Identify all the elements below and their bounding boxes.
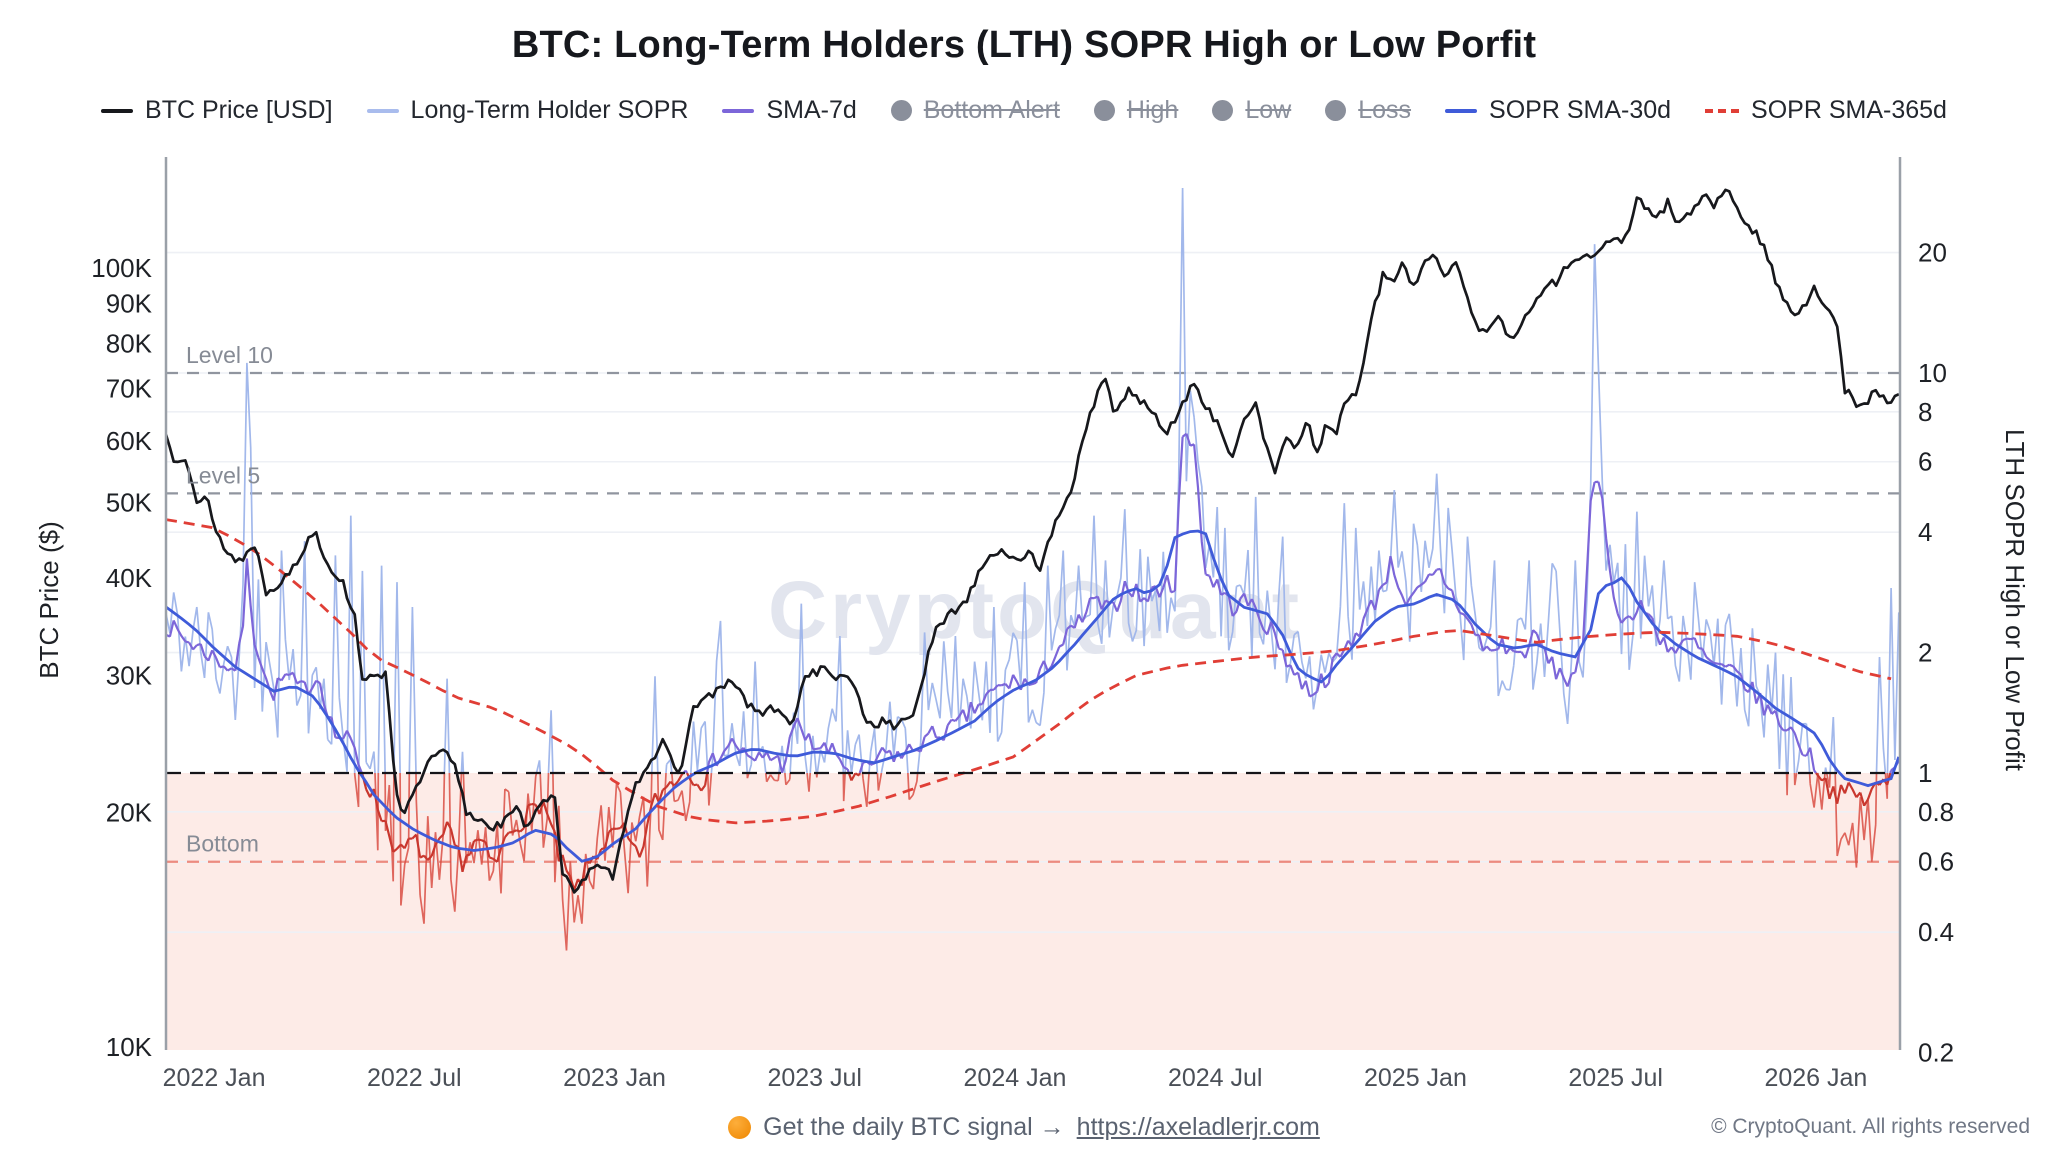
left-axis-tick: 10K [106, 1032, 153, 1062]
left-axis-tick: 100K [91, 253, 152, 283]
right-axis-tick: 2 [1918, 638, 1932, 668]
series-lth-sopr-loss [353, 772, 1889, 951]
series-sopr-sma30 [166, 529, 1900, 863]
series-sma7 [166, 432, 1900, 774]
legend-label: BTC Price [USD] [145, 96, 333, 124]
annotation-label: Level 5 [186, 462, 260, 488]
left-axis-tick: 60K [106, 426, 153, 456]
signal-link[interactable]: https://axeladlerjr.com [1076, 1113, 1320, 1141]
legend-label: Low [1245, 96, 1292, 124]
series-btc-price [166, 188, 1900, 894]
left-axis-tick: 40K [106, 563, 153, 593]
orange-dot-icon [728, 1116, 752, 1139]
legend-label: SMA-7d [766, 96, 857, 124]
right-axis-title: LTH SOPR High or Low Profit [2000, 429, 2030, 772]
legend-line-icon [101, 108, 134, 113]
legend-label: Bottom Alert [923, 96, 1060, 124]
legend-line-icon [366, 108, 399, 113]
gridlines [166, 251, 1900, 933]
legend-label: High [1126, 96, 1179, 124]
page-title: BTC: Long-Term Holders (LTH) SOPR High o… [511, 24, 1537, 66]
x-axis-tick: 2025 Jan [1364, 1064, 1467, 1092]
annotation-label: Level 10 [186, 342, 273, 368]
x-axis-tick: 2022 Jul [367, 1064, 462, 1092]
right-axis-tick: 0.2 [1918, 1038, 1954, 1068]
right-axis-tick: 8 [1918, 397, 1932, 427]
annotation-lines [166, 371, 1900, 863]
footer-signal: Get the daily BTC signal → https://axela… [0, 1113, 2048, 1142]
legend-disabled-dot-icon [1325, 100, 1347, 121]
legend-item-sopr-sma-30d[interactable]: SOPR SMA-30d [1445, 96, 1671, 125]
x-axis-tick: 2024 Jul [1168, 1064, 1263, 1092]
legend-item-bottom-alert[interactable]: Bottom Alert [890, 96, 1060, 125]
right-axis-tick: 10 [1918, 358, 1947, 388]
loss-zone-rect [166, 773, 1900, 1050]
series-sopr-sma365 [166, 518, 1892, 825]
right-axis-tick: 1 [1918, 758, 1932, 788]
legend-label: SOPR SMA-30d [1489, 96, 1672, 124]
left-axis-tick: 30K [106, 660, 153, 690]
right-axis-tick: 20 [1918, 238, 1947, 268]
loss-zone [166, 773, 1900, 1050]
legend-disabled-dot-icon [890, 100, 912, 121]
right-axis-ticks: 20 10 8 6 4 2 1 0.8 0.6 0.4 0.2 [1918, 238, 1954, 1068]
left-axis-tick: 20K [106, 797, 153, 827]
left-axis-tick: 70K [106, 374, 153, 404]
x-axis-tick: 2023 Jul [767, 1064, 862, 1092]
left-axis-tick: 50K [106, 488, 153, 518]
legend-label: SOPR SMA-365d [1751, 96, 1947, 124]
annotation-label: Bottom [186, 831, 259, 857]
left-axis-title: BTC Price ($) [34, 521, 64, 678]
right-axis-tick: 6 [1918, 447, 1932, 477]
legend-line-icon [1705, 108, 1740, 113]
legend-line-icon [1445, 108, 1478, 113]
x-axis-ticks: 2022 Jan 2022 Jul 2023 Jan 2023 Jul 2024 Jan… [163, 1064, 1868, 1092]
x-axis-tick: 2026 Jan [1764, 1064, 1867, 1092]
right-axis-tick: 0.6 [1918, 847, 1954, 877]
left-axis-tick: 90K [106, 289, 153, 319]
series-lth-sopr [166, 187, 1900, 774]
legend-item-low[interactable]: Low [1212, 96, 1291, 125]
legend-item-sma-7d[interactable]: SMA-7d [722, 96, 857, 125]
x-axis-tick: 2022 Jan [163, 1064, 266, 1092]
legend-disabled-dot-icon [1093, 100, 1115, 121]
legend-label: Loss [1358, 96, 1412, 124]
legend: BTC Price [USD] Long-Term Holder SOPR SMA-… [0, 96, 2048, 125]
right-axis-tick: 0.8 [1918, 797, 1954, 827]
right-axis-tick: 4 [1918, 517, 1932, 547]
legend-label: Long-Term Holder SOPR [410, 96, 689, 124]
copyright: © CryptoQuant. All rights reserved [1711, 1115, 2030, 1138]
legend-item-loss[interactable]: Loss [1325, 96, 1411, 125]
series-lines [166, 187, 1900, 951]
left-axis-tick: 80K [106, 328, 153, 358]
signal-text: Get the daily BTC signal → [763, 1113, 1065, 1141]
x-axis-tick: 2023 Jan [563, 1064, 666, 1092]
left-axis-ticks: 100K 90K 80K 70K 60K 50K 40K 30K 20K 10K [91, 253, 152, 1062]
legend-disabled-dot-icon [1212, 100, 1234, 121]
x-axis-tick: 2024 Jan [964, 1064, 1067, 1092]
x-axis-tick: 2025 Jul [1568, 1064, 1663, 1092]
legend-item-high[interactable]: High [1093, 96, 1179, 125]
legend-item-btc-price-usd-[interactable]: BTC Price [USD] [101, 96, 333, 125]
right-axis-tick: 0.4 [1918, 917, 1954, 947]
legend-item-sopr-sma-365d[interactable]: SOPR SMA-365d [1705, 96, 1947, 125]
legend-item-long-term-holder-sopr[interactable]: Long-Term Holder SOPR [366, 96, 689, 125]
legend-line-icon [722, 108, 755, 113]
annotation-labels: Level 10 Level 5 Bottom [186, 342, 273, 857]
